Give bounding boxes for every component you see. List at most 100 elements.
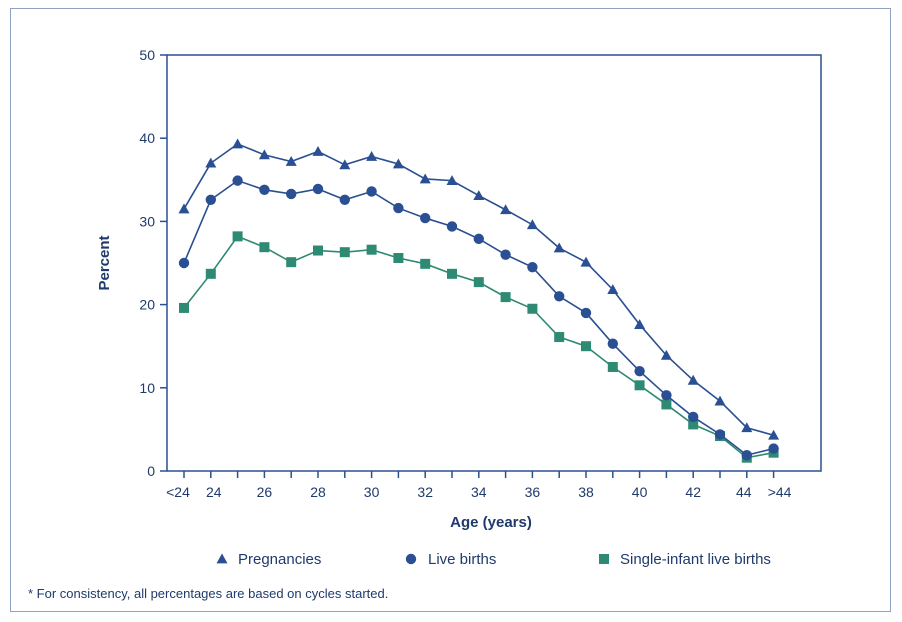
data-point: [607, 284, 619, 295]
y-tick-label: 10: [139, 380, 155, 396]
data-point: [339, 194, 350, 205]
legend-item: Live births: [405, 551, 496, 568]
y-tick-label: 40: [139, 130, 155, 146]
data-point: [553, 242, 565, 253]
data-point: [447, 268, 457, 279]
data-point: [634, 365, 645, 377]
data-point: [313, 245, 323, 256]
series-line: [183, 179, 774, 457]
legend: Pregnancies Live births Single-infant live…: [216, 551, 771, 568]
data-point: [581, 341, 591, 352]
data-point: [339, 247, 350, 258]
data-point: [688, 411, 699, 423]
data-point: [473, 277, 484, 288]
data-point: [607, 362, 618, 372]
data-point: [259, 242, 270, 253]
data-point: [688, 419, 699, 430]
x-tick-label: 30: [364, 484, 380, 500]
data-point: [634, 319, 646, 329]
x-axis: <24 24 26 28 30 32 34 36 38 40 42 44 >44: [166, 471, 792, 500]
chart-frame: [10, 8, 891, 612]
data-point: [286, 257, 297, 268]
x-tick-label: 32: [417, 484, 433, 500]
y-axis: 0 10 20 30 40 50: [139, 47, 167, 479]
series-square: [179, 231, 779, 463]
data-point: [714, 429, 726, 440]
data-point: [392, 158, 404, 169]
x-tick-label: 36: [525, 484, 541, 500]
x-tick-label: 28: [310, 484, 326, 500]
data-point: [687, 374, 699, 385]
data-point: [339, 159, 351, 170]
legend-marker: [599, 554, 609, 564]
y-tick-label: 20: [139, 297, 155, 313]
x-tick-label: 24: [206, 484, 222, 500]
data-point: [473, 233, 484, 245]
data-point: [179, 302, 189, 313]
data-point: [660, 349, 672, 360]
data-point: [554, 291, 565, 302]
series-line: [183, 235, 774, 459]
data-point: [258, 149, 270, 160]
data-point: [580, 307, 592, 319]
data-point: [420, 212, 431, 224]
footnote: * For consistency, all percentages are b…: [28, 586, 388, 601]
legend-marker: [405, 553, 417, 565]
legend-label: Live births: [428, 551, 496, 568]
data-point: [205, 268, 216, 279]
y-tick-label: 50: [139, 47, 155, 63]
data-point: [634, 380, 645, 391]
data-point: [527, 303, 538, 314]
series-triangle: [178, 138, 780, 440]
x-tick-label: 40: [632, 484, 648, 500]
x-tick-label: <24: [166, 484, 190, 500]
data-point: [420, 258, 431, 269]
data-point: [768, 443, 779, 454]
data-point: [607, 338, 618, 349]
x-tick-label: >44: [768, 484, 792, 500]
data-point: [554, 332, 565, 343]
data-point: [714, 395, 726, 406]
y-tick-label: 30: [139, 213, 155, 229]
data-point: [232, 231, 243, 242]
data-point: [741, 449, 752, 461]
legend-item: Pregnancies: [216, 551, 321, 568]
series-circle: [178, 175, 779, 461]
y-axis-title: Percent: [96, 235, 113, 290]
data-point: [473, 190, 485, 201]
data-point: [661, 399, 672, 410]
data-point: [205, 194, 216, 205]
data-point: [232, 138, 244, 149]
data-point: [393, 253, 404, 264]
x-tick-label: 42: [685, 484, 701, 500]
data-point: [178, 257, 190, 269]
data-point: [419, 173, 431, 184]
legend-label: Pregnancies: [238, 551, 321, 568]
legend-item: Single-infant live births: [599, 551, 771, 568]
data-point: [527, 261, 538, 273]
data-point: [286, 188, 297, 200]
y-tick-label: 0: [147, 463, 155, 479]
data-point: [312, 146, 324, 156]
data-point: [285, 155, 297, 166]
data-point: [500, 204, 512, 215]
data-point: [366, 186, 377, 197]
data-point: [526, 219, 538, 230]
data-point: [661, 390, 672, 401]
data-point: [446, 221, 458, 232]
data-point: [259, 184, 270, 195]
data-point: [580, 256, 592, 267]
x-tick-label: 26: [257, 484, 273, 500]
data-point: [205, 157, 217, 168]
data-point: [178, 203, 190, 214]
series-line: [183, 143, 774, 436]
x-tick-label: 38: [578, 484, 594, 500]
legend-label: Single-infant live births: [620, 551, 771, 568]
plot-area: [166, 54, 822, 472]
data-point: [500, 249, 511, 260]
x-axis-title: Age (years): [450, 514, 532, 531]
data-point: [768, 429, 780, 440]
data-point: [366, 151, 378, 161]
data-point: [500, 292, 511, 303]
